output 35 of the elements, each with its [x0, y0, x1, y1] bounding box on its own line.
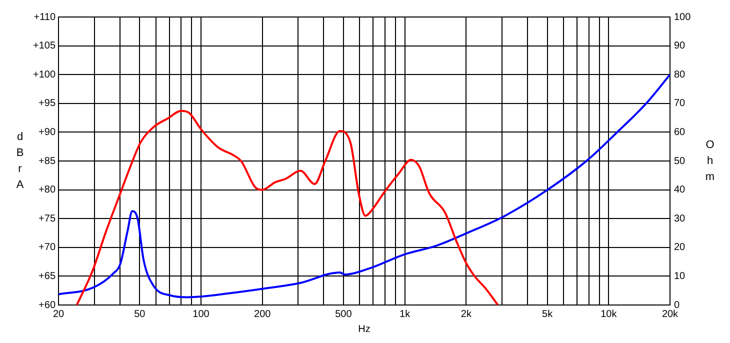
y-tick-label: +110 [34, 12, 56, 23]
y2-tick-label: 20 [674, 242, 686, 254]
y-tick-label: +85 [38, 156, 56, 167]
x-tick-label: 10k [600, 308, 618, 320]
x-axis-title: Hz [358, 324, 370, 335]
y-tick-label: +100 [32, 69, 56, 80]
x-tick-label: 1k [400, 308, 412, 320]
y2-tick-label: 100 [674, 12, 692, 23]
y-tick-label: +95 [38, 98, 56, 110]
x-tick-label: 2k [460, 308, 472, 320]
y2-tick-label: 10 [674, 270, 686, 282]
y2-tick-label: 0 [674, 300, 680, 311]
x-tick-label: 500 [335, 308, 352, 320]
y-axis-title: dBrA [16, 131, 24, 192]
y2-tick-label: 50 [674, 156, 686, 167]
y-tick-label: +65 [38, 270, 56, 282]
y2-tick-label: 90 [674, 40, 686, 52]
y-tick-label: +70 [38, 242, 56, 254]
y2-tick-label: 30 [674, 213, 686, 224]
y2-tick-label: 40 [674, 184, 686, 196]
y-tick-label: +80 [38, 184, 56, 196]
y-tick-label: +90 [38, 126, 56, 138]
y-tick-label: +60 [38, 300, 56, 311]
x-tick-label: 200 [254, 308, 272, 320]
y-tick-label: +75 [38, 213, 56, 224]
x-tick-label: 5k [542, 308, 554, 320]
x-tick-label: 20 [52, 308, 65, 320]
y2-axis-title: Ohm [705, 139, 715, 184]
x-tick-label: 50 [134, 308, 146, 320]
y2-tick-label: 70 [674, 98, 686, 110]
y2-tick-label: 60 [674, 126, 686, 138]
y2-tick-label: 80 [674, 69, 686, 80]
x-tick-label: 20k [662, 308, 680, 320]
y-tick-label: +105 [32, 40, 56, 52]
x-tick-label: 100 [192, 308, 210, 320]
